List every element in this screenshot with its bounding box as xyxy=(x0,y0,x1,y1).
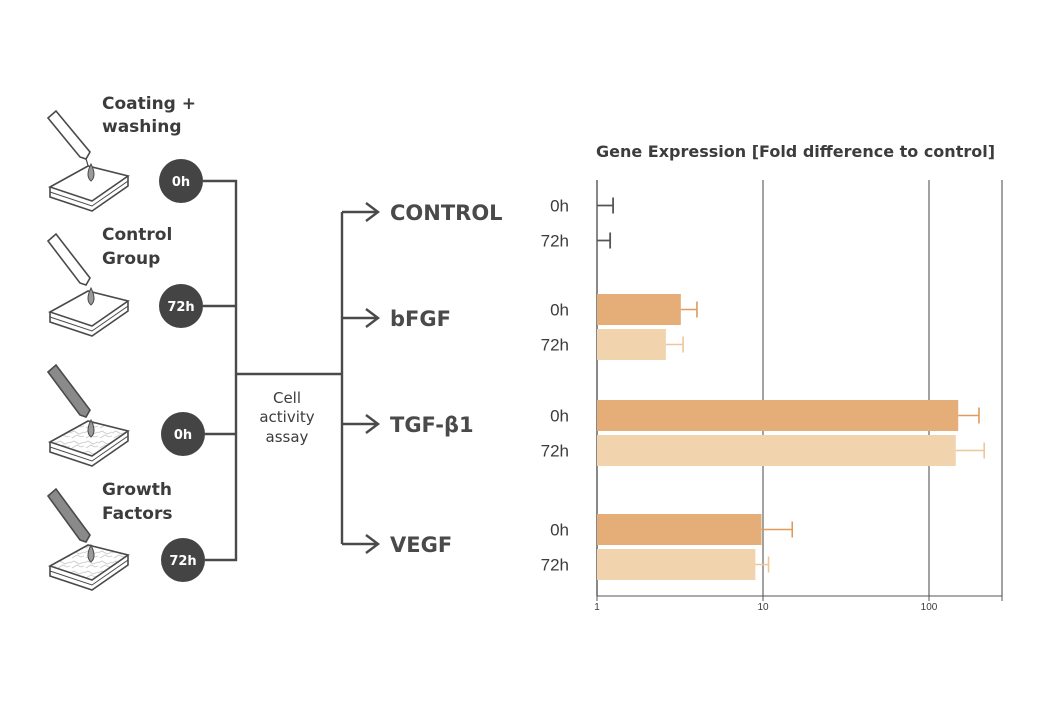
connector-lines xyxy=(203,179,378,562)
group-growth-factors-0h: 0h xyxy=(46,363,205,467)
bar-row-label: 72h xyxy=(541,232,569,251)
sponge-icon xyxy=(48,165,130,212)
error-bar xyxy=(755,556,770,573)
error-bar xyxy=(597,197,614,214)
x-tick-label: 1 xyxy=(594,602,600,613)
group-coating-washing: Coating + washing 0h xyxy=(46,94,203,212)
error-bar xyxy=(665,336,684,353)
error-bar xyxy=(955,442,985,459)
group-label-line1: Coating + xyxy=(102,94,196,114)
bar-row-label: 0h xyxy=(550,197,569,216)
bar xyxy=(597,329,666,360)
bar-row-label: 0h xyxy=(550,407,569,426)
bar-row-label: 0h xyxy=(550,301,569,320)
bar xyxy=(597,435,956,466)
x-tick-label: 10 xyxy=(757,602,769,613)
pipette-icon xyxy=(46,109,91,177)
assay-line2: activity xyxy=(259,408,314,426)
pipette-icon xyxy=(46,363,91,418)
pipette-icon xyxy=(46,232,91,286)
assay-line1: Cell xyxy=(273,389,301,407)
bar xyxy=(597,400,959,431)
bar xyxy=(597,514,762,545)
x-tick-label: 100 xyxy=(921,602,938,613)
group-label-line1: Control xyxy=(102,225,172,245)
timepoint-badge xyxy=(159,284,203,328)
drop-icon xyxy=(87,543,95,563)
arrowheads xyxy=(365,202,380,554)
badge-label: 72h xyxy=(169,554,196,569)
badge-label: 72h xyxy=(167,300,194,315)
group-label-line1: Growth xyxy=(102,480,172,500)
pipette-icon xyxy=(46,487,91,543)
bar xyxy=(597,294,681,325)
group-label-line2: Factors xyxy=(102,504,172,524)
condition-label: CONTROL xyxy=(390,201,503,225)
drop-icon xyxy=(87,418,95,438)
badge-label: 0h xyxy=(172,175,190,190)
bar-row-label: 72h xyxy=(541,336,569,355)
badge-label: 0h xyxy=(174,428,192,443)
sponge-icon xyxy=(48,544,130,591)
error-bar xyxy=(958,407,980,424)
sponge-icon xyxy=(48,290,130,337)
group-label-line2: Group xyxy=(102,249,160,269)
bar xyxy=(597,549,756,580)
condition-label: bFGF xyxy=(390,307,451,331)
bar-row-label: 72h xyxy=(541,442,569,461)
group-control: Control Group 72h xyxy=(46,225,203,337)
chart-row-labels: 0h 72h 0h 72h 0h 72h 0h 72h xyxy=(541,197,569,575)
timepoint-badge xyxy=(159,159,203,203)
group-label-line2: washing xyxy=(102,117,182,137)
bar-row-label: 72h xyxy=(541,556,569,575)
gene-expression-chart: Gene Expression [Fold difference to cont… xyxy=(541,142,1003,613)
bar-row-label: 0h xyxy=(550,521,569,540)
sponge-icon xyxy=(48,420,130,467)
timepoint-badge xyxy=(161,538,205,582)
assay-line3: assay xyxy=(266,428,309,446)
drop-icon xyxy=(87,162,95,182)
group-growth-factors-72h: Growth Factors 72h xyxy=(46,480,205,591)
drop-icon xyxy=(87,286,95,306)
assay-label: Cell activity assay xyxy=(259,389,314,446)
error-bar xyxy=(761,521,794,538)
chart-grid xyxy=(596,180,1003,601)
error-bar xyxy=(680,301,698,318)
condition-label: TGF-β1 xyxy=(390,413,474,437)
condition-label: VEGF xyxy=(390,533,452,557)
chart-title: Gene Expression [Fold difference to cont… xyxy=(596,142,995,161)
timepoint-badge xyxy=(161,412,205,456)
chart-x-ticks: 1 10 100 xyxy=(594,602,938,613)
chart-bars xyxy=(597,197,985,580)
error-bar xyxy=(597,232,612,249)
